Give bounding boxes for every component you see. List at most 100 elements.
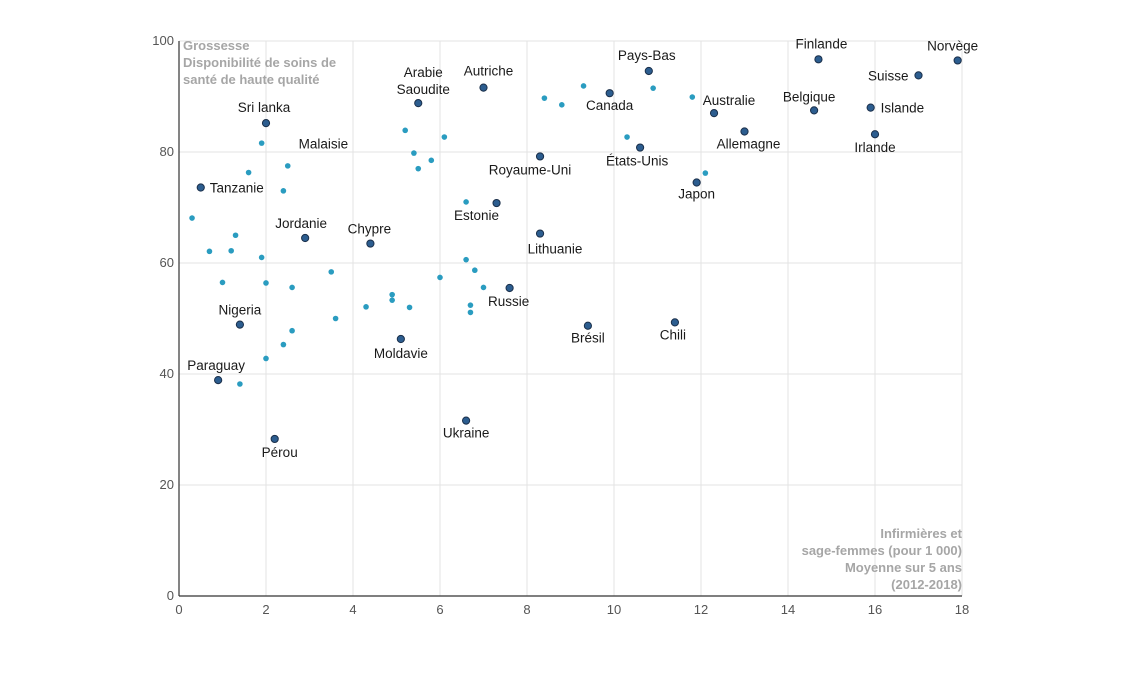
data-label-moldavie: Moldavie [374, 346, 428, 361]
data-point-jordanie [301, 233, 310, 243]
data-point-royaume-uni [535, 152, 545, 161]
x-tick-label-4: 4 [349, 602, 356, 617]
data-label-chili: Chili [660, 327, 686, 342]
tick-labels: 0 2 4 6 8 10 12 14 16 18 0 20 40 60 80 100 [152, 33, 969, 617]
data-point-unlabeled-23 [406, 304, 413, 311]
data-label-bresil: Brésil [571, 331, 605, 346]
data-point-unlabeled-13 [280, 188, 287, 194]
y-tick-label-100: 100 [152, 33, 174, 48]
x-axis-title-line-3: Moyenne sur 5 ans [845, 560, 962, 575]
data-point-unlabeled-36 [559, 102, 565, 108]
data-point-unlabeled-32 [467, 309, 474, 316]
data-point-unlabeled-38 [624, 134, 630, 140]
data-label-estonie: Estonie [454, 208, 499, 223]
data-point-unlabeled-27 [437, 274, 443, 281]
data-point-pays-bas [644, 66, 653, 76]
data-label-japon: Japon [678, 187, 715, 202]
data-point-paraguay [214, 376, 223, 385]
data-point-chypre [366, 239, 375, 248]
y-tick-label-80: 80 [160, 144, 174, 159]
data-point-lithuanie [535, 229, 545, 238]
data-label-irlande: Irlande [854, 140, 895, 155]
data-point-unlabeled-40 [689, 94, 696, 100]
data-label-norvege: Norvège [927, 38, 978, 53]
data-point-unlabeled-20 [389, 297, 395, 303]
y-axis-title-line-2: Disponibilité de soins de [183, 55, 336, 70]
data-label-belgique: Belgique [783, 89, 836, 104]
data-label-jordanie: Jordanie [275, 216, 327, 231]
data-point-unlabeled-1 [189, 215, 195, 221]
data-label-canada: Canada [586, 98, 634, 113]
data-label-arabie-saoudite-line-2: Saoudite [397, 82, 450, 97]
data-label-chypre: Chypre [348, 222, 392, 237]
data-point-unlabeled-41 [702, 170, 709, 176]
data-point-sri-lanka [261, 119, 271, 128]
data-label-arabie-saoudite-line-1: Arabie [404, 65, 443, 80]
x-tick-label-12: 12 [694, 602, 708, 617]
data-point-unlabeled-8 [258, 254, 265, 261]
data-point-suisse [914, 71, 923, 80]
data-point-unlabeled-17 [328, 269, 335, 275]
data-point-perou [270, 434, 279, 444]
data-label-allemagne: Allemagne [717, 136, 781, 151]
data-label-paraguay: Paraguay [187, 358, 245, 373]
data-point-unlabeled-37 [580, 83, 587, 89]
x-axis-title-line-1: Infirmières et [880, 526, 962, 541]
data-point-unlabeled-34 [480, 284, 487, 291]
data-point-arabie-saoudite [414, 99, 423, 108]
data-point-norvege [953, 56, 962, 65]
data-point-unlabeled-14 [284, 163, 291, 169]
y-axis-title-line-3: santé de haute qualité [183, 72, 320, 87]
x-tick-label-18: 18 [955, 602, 969, 617]
data-points [189, 55, 962, 444]
data-label-autriche: Autriche [464, 64, 514, 79]
data-label-suisse: Suisse [868, 68, 909, 83]
data-point-irlande [870, 130, 880, 139]
y-tick-label-40: 40 [160, 366, 174, 381]
data-label-malaisie: Malaisie [299, 137, 349, 152]
x-tick-label-6: 6 [436, 602, 443, 617]
data-point-allemagne [740, 127, 749, 136]
data-label-perou: Pérou [262, 445, 298, 460]
data-point-unlabeled-31 [467, 302, 474, 308]
axes [178, 41, 962, 597]
data-point-unlabeled-11 [263, 355, 269, 362]
x-axis-title-line-2: sage-femmes (pour 1 000) [802, 543, 962, 558]
data-point-unlabeled-35 [541, 95, 548, 101]
data-label-islande: Islande [881, 101, 925, 116]
x-tick-label-8: 8 [523, 602, 530, 617]
data-point-belgique [810, 106, 819, 115]
x-tick-label-0: 0 [175, 602, 182, 617]
data-point-unlabeled-6 [237, 381, 243, 387]
x-tick-label-16: 16 [868, 602, 882, 617]
y-tick-label-0: 0 [167, 588, 174, 603]
data-point-chili [670, 318, 680, 327]
data-point-islande [866, 103, 875, 112]
data-point-unlabeled-39 [650, 85, 656, 91]
data-point-unlabeled-26 [428, 157, 435, 164]
data-point-unlabeled-22 [402, 127, 409, 134]
y-tick-label-60: 60 [160, 255, 174, 270]
data-label-finlande: Finlande [796, 36, 848, 51]
data-point-unlabeled-25 [415, 165, 422, 172]
data-point-nigeria [235, 320, 244, 329]
data-point-bresil [583, 321, 593, 330]
data-label-sri-lanka: Sri lanka [238, 100, 291, 115]
x-axis-title-line-4: (2012-2018) [891, 577, 962, 592]
data-point-australie [709, 109, 719, 118]
data-point-unlabeled-28 [441, 134, 448, 140]
data-labels: Norvège Finlande Suisse Islande Belgique Irla… [187, 36, 978, 460]
grid [179, 40, 963, 596]
data-point-canada [605, 89, 614, 98]
data-point-russie [505, 283, 514, 293]
data-label-lithuanie: Lithuanie [528, 242, 583, 257]
data-point-unlabeled-30 [463, 256, 469, 263]
data-point-unlabeled-3 [219, 279, 226, 286]
data-label-nigeria: Nigeria [219, 303, 262, 318]
data-point-unlabeled-5 [232, 232, 239, 239]
y-axis-title-line-1: Grossesse [183, 38, 250, 53]
data-label-ukraine: Ukraine [443, 426, 490, 441]
data-label-pays-bas: Pays-Bas [618, 48, 676, 63]
data-label-royaume-uni: Royaume-Uni [489, 162, 572, 177]
